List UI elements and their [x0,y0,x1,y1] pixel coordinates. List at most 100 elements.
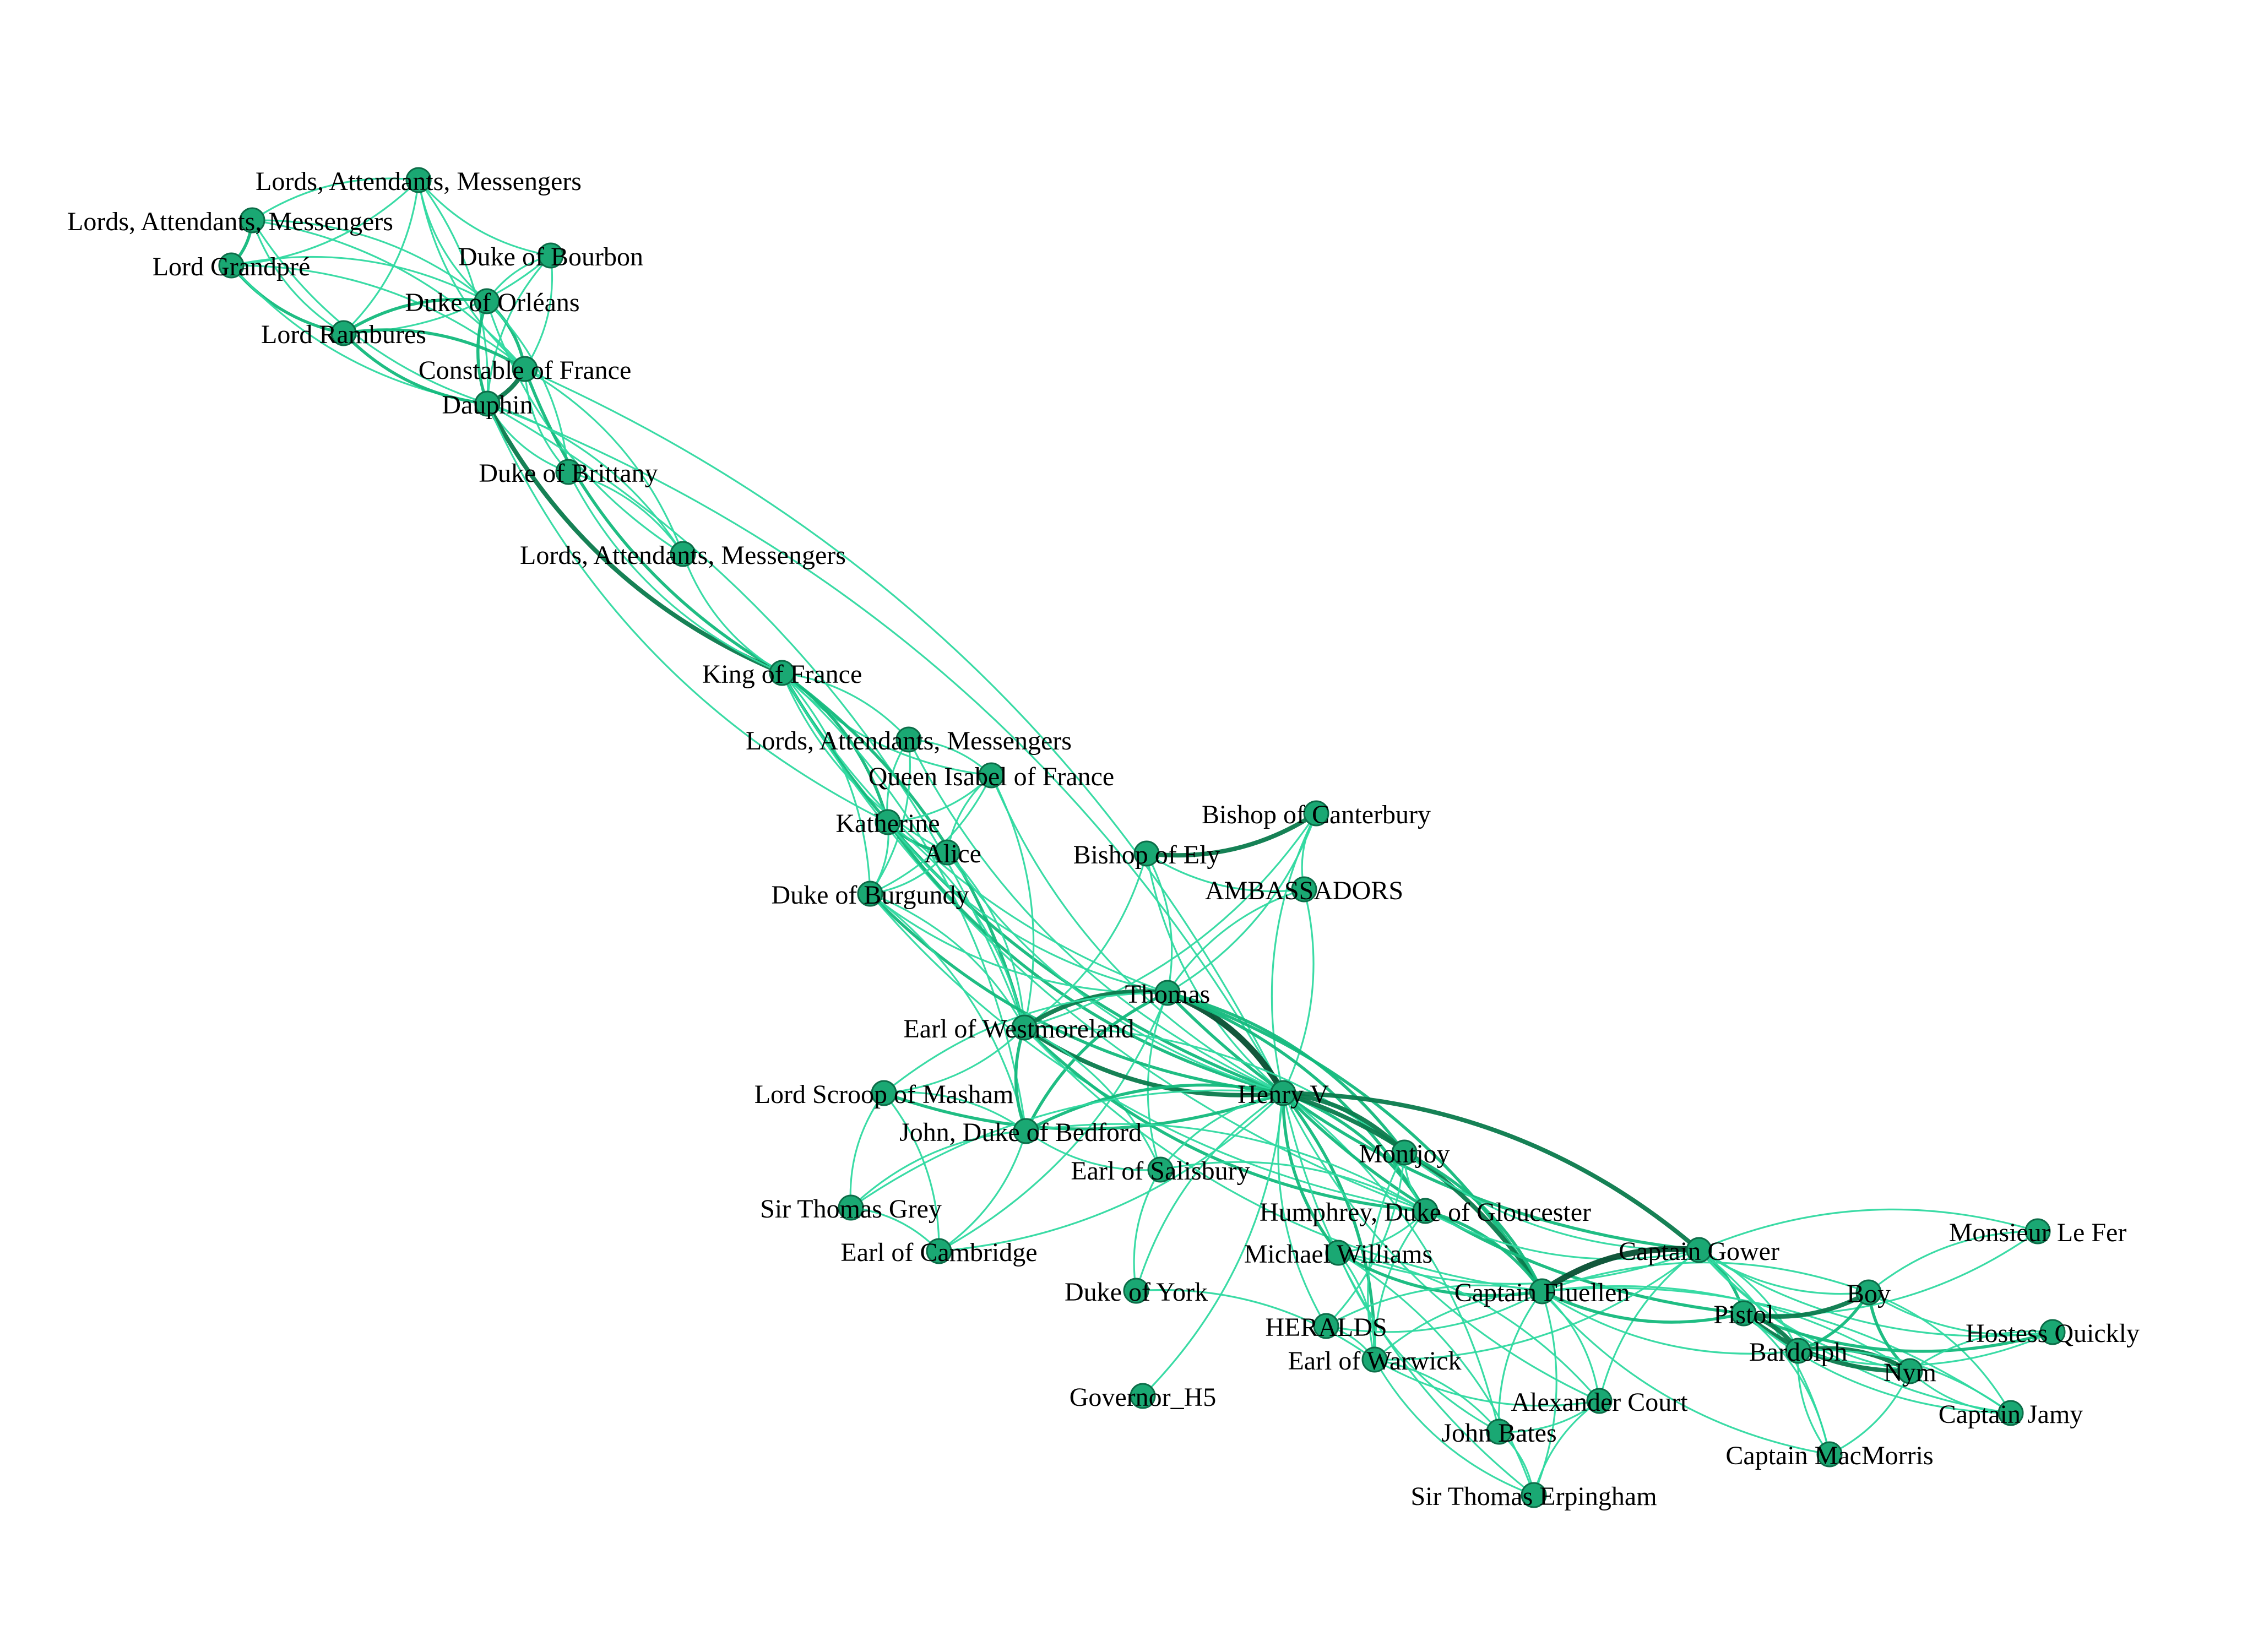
node-label-n17: Bishop of Ely [1073,840,1220,870]
node-n11[interactable] [895,726,922,753]
node-n12[interactable] [978,762,1005,789]
node-n15[interactable] [857,881,883,907]
node-n39[interactable] [1361,1346,1388,1373]
edge-n23-n25 [1025,1130,1161,1171]
edge-n21-n28 [938,1092,1284,1252]
node-label-n4: Duke of Orléans [405,288,579,317]
node-n31[interactable] [2024,1218,2051,1245]
node-n5[interactable] [330,320,357,346]
node-n35[interactable] [1730,1300,1757,1327]
node-label-n44: John Bates [1441,1419,1556,1448]
edge-n19-n33 [1167,991,1544,1292]
node-n38[interactable] [1785,1338,1811,1364]
edge-n42-n46 [1533,1400,1600,1496]
node-n1[interactable] [239,207,265,233]
node-n23[interactable] [1013,1118,1039,1144]
node-n46[interactable] [1521,1482,1547,1508]
edge-n19-n30 [1166,992,1700,1252]
node-n32[interactable] [1123,1278,1149,1304]
edge-n33-n38 [1541,1290,1799,1355]
node-n17[interactable] [1133,840,1160,867]
node-n22[interactable] [871,1080,897,1106]
node-layer [218,167,2066,1508]
node-n42[interactable] [1586,1388,1613,1414]
edge-n7-n21 [487,403,1284,1094]
edge-n33-n39 [1374,1290,1543,1361]
node-n9[interactable] [670,541,696,567]
edge-n26-n33 [1425,1209,1544,1292]
edge-n0-n7 [417,180,489,404]
node-n6[interactable] [512,356,538,382]
node-n27[interactable] [838,1194,864,1221]
edge-n21-n25 [1159,1092,1284,1170]
node-label-n9: Lords, Attendants, Messengers [520,541,846,570]
node-label-n39: Earl of Warwick [1288,1346,1461,1376]
edge-n16-n21 [1271,813,1317,1094]
node-n26[interactable] [1412,1198,1439,1224]
edge-n20-n22 [883,1026,1025,1094]
edge-n18-n19 [1166,888,1305,993]
node-n36[interactable] [1313,1313,1339,1339]
edge-n6-n10 [523,368,783,675]
node-label-n26: Humphrey, Duke of Gloucester [1260,1198,1591,1227]
node-n41[interactable] [1130,1383,1156,1409]
edge-n1-n6 [252,219,526,370]
node-n7[interactable] [474,390,501,417]
edge-n22-n23 [883,1091,1027,1132]
node-n10[interactable] [769,660,795,686]
node-n40[interactable] [1897,1358,1923,1384]
edge-n39-n42 [1374,1358,1600,1407]
node-n13[interactable] [875,809,901,835]
edge-n6-n21 [524,368,1284,1094]
node-n45[interactable] [1816,1441,1843,1468]
node-label-n27: Sir Thomas Grey [760,1194,942,1224]
edge-n23-n26 [1025,1123,1426,1212]
edge-n21-n35 [1282,1092,1744,1315]
node-label-n13: Katherine [835,809,940,838]
node-n16[interactable] [1303,800,1329,827]
node-n24[interactable] [1391,1139,1418,1166]
edge-n4-n5 [343,297,487,335]
node-n8[interactable] [555,459,582,485]
edge-n40-n43 [1909,1370,2011,1414]
node-n21[interactable] [1270,1080,1296,1106]
node-label-n7: Dauphin [442,390,533,420]
node-n44[interactable] [1486,1419,1512,1445]
edge-n19-n23 [1024,991,1169,1132]
node-label-n34: Boy [1847,1279,1891,1308]
edge-n19-n25 [1147,992,1169,1170]
node-n3[interactable] [538,242,564,269]
edge-n4-n8 [486,300,569,472]
edge-n0-n6 [417,180,526,370]
edge-n21-n42 [1282,1093,1600,1402]
node-n33[interactable] [1529,1278,1555,1305]
node-n28[interactable] [926,1238,952,1264]
node-label-n14: Alice [924,839,981,868]
node-label-n21: Henry V [1237,1080,1329,1109]
node-n2[interactable] [218,252,245,279]
node-n34[interactable] [1855,1279,1882,1306]
node-n4[interactable] [474,288,500,314]
node-label-n36: HERALDS [1265,1313,1387,1342]
edge-n16-n17 [1146,811,1318,858]
node-n25[interactable] [1147,1156,1174,1183]
node-n37[interactable] [2039,1319,2066,1345]
edge-n25-n26 [1160,1161,1426,1212]
node-n19[interactable] [1154,980,1181,1006]
edge-n0-n5 [343,180,420,334]
edge-n34-n35 [1743,1290,1870,1319]
node-label-n46: Sir Thomas Erpingham [1410,1482,1657,1511]
edge-n1-n4 [252,219,488,302]
node-n43[interactable] [1998,1400,2024,1426]
node-n20[interactable] [1011,1014,1038,1041]
node-label-n35: Pistol [1713,1300,1773,1329]
edge-n21-n44 [1283,1092,1500,1432]
node-n14[interactable] [934,839,960,866]
node-n18[interactable] [1291,876,1317,903]
edge-n7-n13 [486,403,888,823]
edge-n8-n10 [567,471,783,674]
node-n29[interactable] [1325,1240,1351,1266]
node-n30[interactable] [1686,1237,1712,1263]
edge-n21-n33 [1282,1091,1544,1293]
node-n0[interactable] [405,167,432,193]
